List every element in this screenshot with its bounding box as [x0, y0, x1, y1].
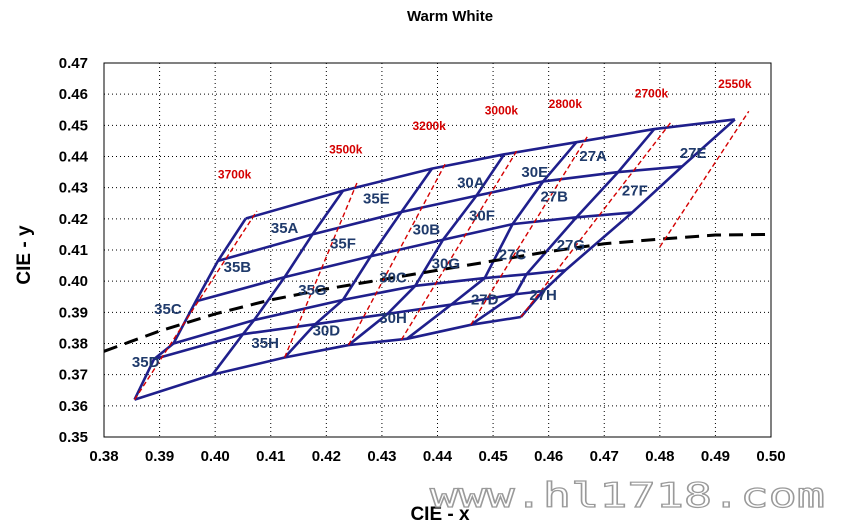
chart-title: Warm White — [407, 8, 493, 25]
cct-line — [660, 111, 749, 247]
bin-label: 30A — [457, 175, 485, 192]
y-tick-label: 0.45 — [59, 117, 88, 134]
x-tick-label: 0.48 — [645, 448, 674, 465]
x-axis-ticks: 0.38 0.39 0.40 0.41 0.42 0.43 0.44 0.45 0.46 0.47… — [89, 448, 785, 465]
x-tick-label: 0.43 — [367, 448, 396, 465]
bin-label: 35A — [271, 220, 299, 237]
x-tick-label: 0.49 — [701, 448, 730, 465]
bin-label: 30G — [432, 256, 460, 273]
y-tick-label: 0.39 — [59, 304, 88, 321]
bin-label: 30C — [379, 270, 407, 287]
bin-label: 30E — [521, 164, 548, 181]
bin-label: 27G — [557, 237, 585, 254]
bin-label: 35B — [224, 259, 252, 276]
bin-label: 35H — [251, 335, 279, 352]
x-tick-label: 0.47 — [590, 448, 619, 465]
y-tick-label: 0.37 — [59, 367, 88, 384]
y-tick-label: 0.41 — [59, 242, 88, 259]
x-tick-label: 0.39 — [145, 448, 174, 465]
bin-label: 35D — [132, 354, 160, 371]
bin-label: 35G — [298, 282, 326, 299]
bin-label: 30B — [413, 221, 441, 238]
x-tick-label: 0.45 — [478, 448, 507, 465]
bin-label: 30D — [313, 323, 341, 340]
x-tick-label: 0.44 — [423, 448, 453, 465]
cct-label: 2700k — [635, 86, 669, 100]
y-tick-label: 0.42 — [59, 211, 88, 228]
bin-label: 35F — [330, 235, 356, 252]
bin-label: 27A — [579, 148, 607, 165]
y-axis-label: CIE - y — [14, 225, 35, 285]
cct-label: 3700k — [218, 167, 252, 181]
cct-line — [135, 211, 257, 400]
y-tick-label: 0.46 — [59, 86, 88, 103]
x-tick-label: 0.46 — [534, 448, 563, 465]
y-tick-label: 0.43 — [59, 180, 88, 197]
bin-label: 27H — [529, 287, 557, 304]
watermark: www.hl1718.com — [430, 476, 825, 516]
y-tick-label: 0.44 — [59, 149, 89, 166]
y-tick-label: 0.40 — [59, 273, 88, 290]
y-axis-ticks: 0.35 0.36 0.37 0.38 0.39 0.40 0.41 0.42 0.43 0.44… — [59, 55, 89, 446]
x-tick-label: 0.41 — [256, 448, 285, 465]
bin-label: 30F — [469, 207, 495, 224]
cct-label: 2550k — [718, 77, 752, 91]
cct-label: 3200k — [412, 119, 446, 133]
bin-column-line — [285, 169, 432, 358]
y-tick-label: 0.47 — [59, 55, 88, 72]
bin-column-line — [135, 219, 246, 400]
cct-labels: 3700k 3500k 3200k 3000k 2800k 2700k 2550k — [218, 77, 752, 181]
cct-label: 3000k — [485, 103, 519, 117]
bin-label: 27D — [471, 292, 499, 309]
x-tick-label: 0.50 — [756, 448, 785, 465]
y-tick-label: 0.36 — [59, 398, 88, 415]
x-tick-label: 0.40 — [201, 448, 230, 465]
cct-label: 3500k — [329, 142, 363, 156]
x-tick-label: 0.42 — [312, 448, 341, 465]
bin-label: 27F — [622, 182, 648, 199]
bin-label: 30H — [379, 310, 407, 327]
bin-label: 27B — [540, 189, 568, 206]
y-tick-label: 0.38 — [59, 336, 88, 353]
y-tick-label: 0.35 — [59, 429, 88, 446]
bin-label: 27E — [680, 145, 707, 162]
x-tick-label: 0.38 — [89, 448, 118, 465]
bin-label: 35E — [363, 190, 390, 207]
cct-label: 2800k — [549, 97, 583, 111]
bin-label: 35C — [154, 301, 182, 318]
bin-label: 27C — [499, 246, 527, 263]
